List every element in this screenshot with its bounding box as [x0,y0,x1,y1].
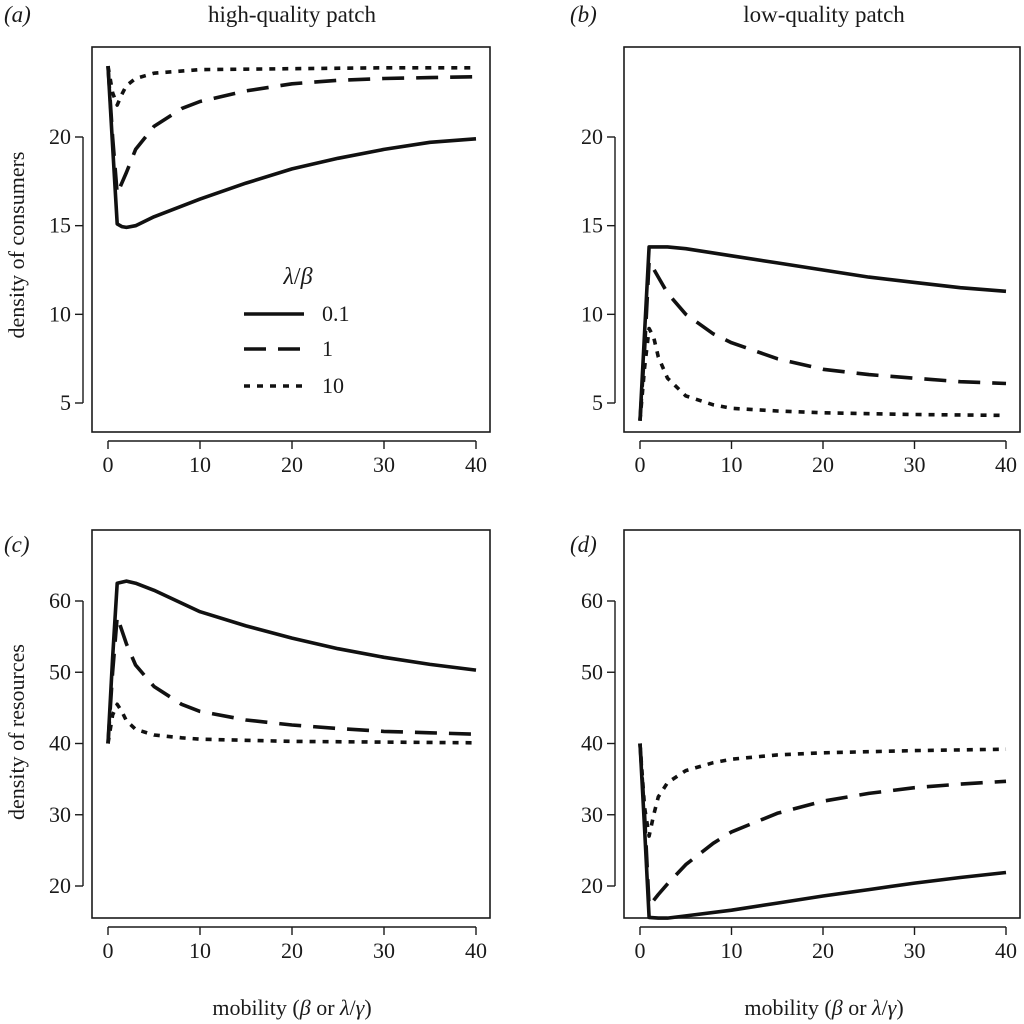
x-tick-label: 10 [189,938,211,963]
plot-frame [623,529,1021,919]
series-line-dashed [106,614,477,744]
x-tick-label: 20 [281,452,303,477]
series-line-dashed [638,743,1007,908]
y-tick-label: 60 [49,588,71,613]
series-line-dashed [106,65,477,196]
y-tick-label: 60 [581,588,603,613]
panel-tag: (c) [4,532,30,557]
x-tick-label: 30 [373,452,395,477]
x-tick-label: 40 [465,452,487,477]
x-tick-label: 20 [812,938,834,963]
x-tick-label: 30 [904,938,926,963]
column-title-high-quality: high-quality patch [208,2,376,27]
plot-frame [91,529,491,919]
xlabel-panel-c: mobility (β or λ/γ) [212,995,371,1020]
y-tick-label: 50 [581,659,603,684]
x-tick-label: 20 [281,938,303,963]
x-tick-label: 0 [635,938,646,963]
x-tick-label: 10 [721,452,743,477]
x-tick-label: 20 [812,452,834,477]
ylabel-consumers: density of consumers [4,152,29,339]
panel-b: (b) 0 10 20 30 40 5 10 15 20 [570,2,1021,477]
ylabel-resources: density of resources [4,644,29,820]
y-tick-label: 20 [581,124,603,149]
panel-c: (c) 0 10 20 30 40 20 30 40 50 60 [4,529,491,963]
panel-d: (d) 0 10 20 30 40 20 30 40 50 60 [570,529,1021,963]
panel-a: (a) 0 10 20 30 40 5 10 15 20 [4,2,491,477]
y-tick-label: 20 [49,873,71,898]
x-tick-label: 40 [465,938,487,963]
y-tick-label: 15 [49,213,71,238]
x-tick-label: 40 [995,938,1017,963]
legend: λ/β 0.1 1 10 [244,264,350,398]
panel-tag: (b) [570,2,597,27]
legend-label-0: 0.1 [322,301,350,326]
series-line-dotted [638,743,1007,838]
column-title-low-quality: low-quality patch [743,2,905,27]
series-line-solid [638,743,1007,920]
y-tick-label: 10 [49,301,71,326]
panel-tag: (d) [570,532,597,557]
y-tick-label: 40 [581,731,603,756]
series-line-solid [106,579,477,744]
y-tick-label: 5 [592,390,603,415]
y-tick-label: 15 [581,213,603,238]
y-tick-label: 40 [49,731,71,756]
y-tick-label: 30 [581,802,603,827]
series-line-solid [638,245,1007,421]
x-tick-label: 40 [995,452,1017,477]
legend-label-2: 10 [322,373,344,398]
legend-title: λ/β [282,264,312,290]
x-tick-label: 0 [103,452,114,477]
y-tick-label: 20 [581,873,603,898]
plot-frame [623,46,1021,433]
series-line-dashed [638,259,1007,421]
plot-frame [91,46,491,433]
series-line-dotted [106,65,476,107]
y-tick-label: 50 [49,659,71,684]
y-tick-label: 5 [60,390,71,415]
x-tick-label: 10 [721,938,743,963]
series-line-solid [106,65,477,230]
x-tick-label: 30 [373,938,395,963]
y-tick-label: 10 [581,301,603,326]
legend-label-1: 1 [322,336,333,361]
series-line-dotted [106,702,477,745]
x-tick-label: 30 [904,452,926,477]
x-tick-label: 0 [103,938,114,963]
panel-tag: (a) [4,2,31,27]
series-line-dotted [638,326,1007,421]
xlabel-panel-d: mobility (β or λ/γ) [744,995,903,1020]
y-tick-label: 20 [49,124,71,149]
x-tick-label: 0 [635,452,646,477]
y-tick-label: 30 [49,802,71,827]
x-tick-label: 10 [189,452,211,477]
